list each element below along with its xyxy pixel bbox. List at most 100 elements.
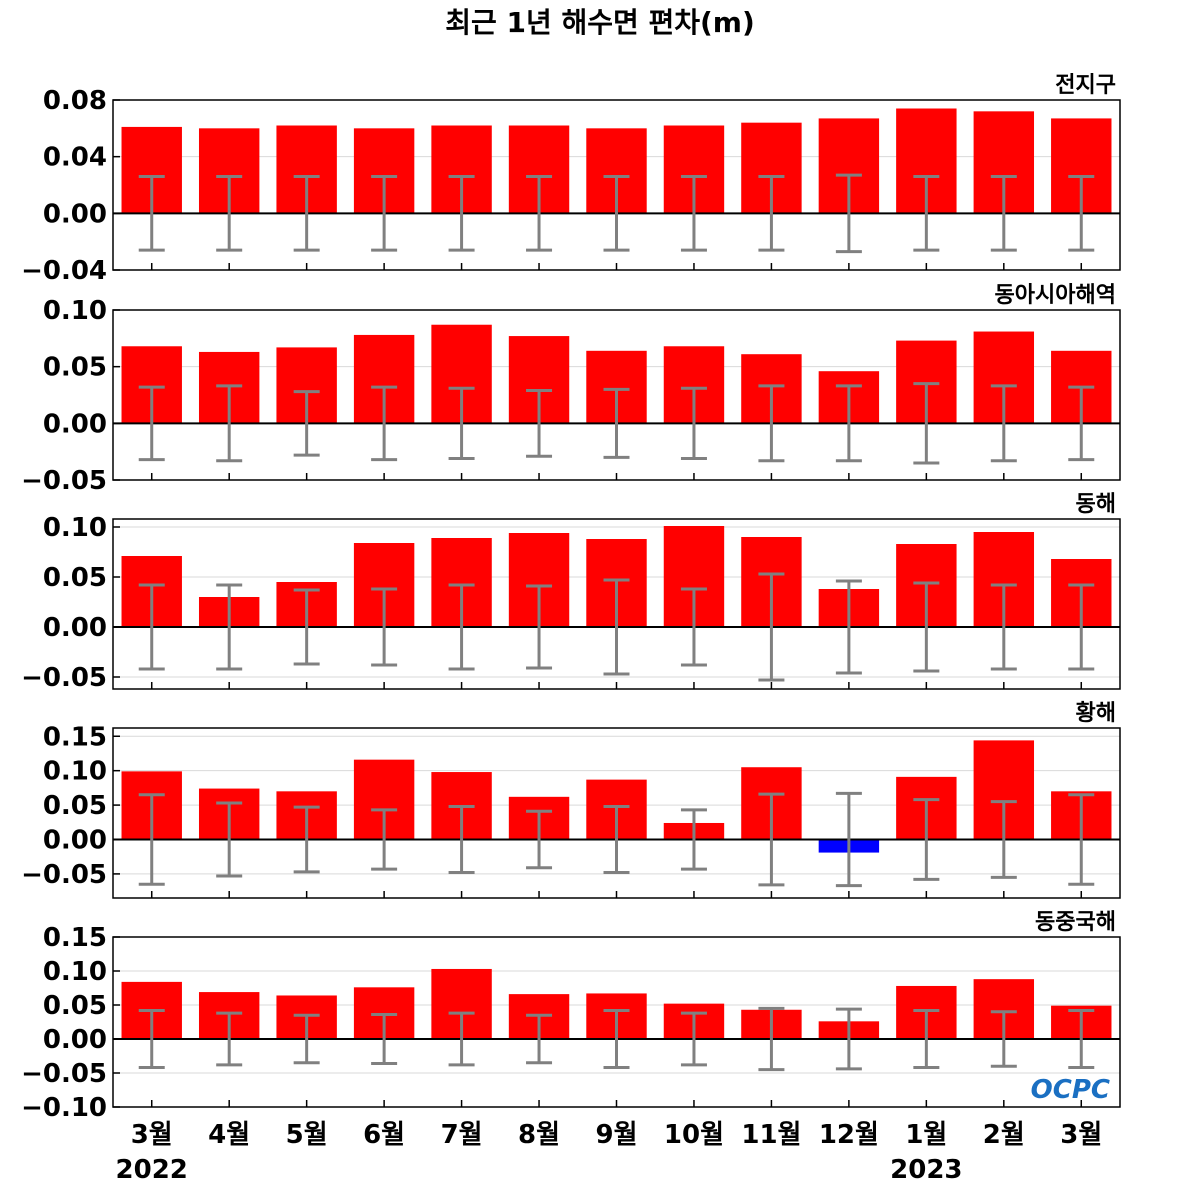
- x-tick-label: 12월: [819, 1120, 879, 1150]
- error-bar: [1068, 385, 1095, 462]
- error-bar: [990, 1010, 1017, 1068]
- error-bar: [835, 384, 862, 463]
- error-bar: [1068, 583, 1095, 671]
- x-tick-label: 9월: [595, 1120, 637, 1150]
- error-bar: [1068, 793, 1095, 886]
- error-bar: [371, 175, 398, 252]
- x-tick-label: 2월: [983, 1120, 1025, 1150]
- panel-4: −0.05 0.00 0.05 0.10 0.15 황해: [21, 701, 1121, 899]
- error-bar: [293, 588, 320, 666]
- panels-layer: −0.04 0.00 0.04 0.08 전지구 −0.05 0.00 0.05 0.10 동아시…: [21, 73, 1121, 1123]
- panel-5: −0.10 −0.05 0.00 0.05 0.10 0.15 동중국해: [21, 910, 1121, 1123]
- y-tick-label: −0.05: [21, 466, 107, 496]
- y-tick-label: 0.10: [43, 757, 107, 787]
- error-bar: [603, 175, 630, 252]
- error-bar: [990, 175, 1017, 252]
- error-bar: [526, 1013, 553, 1065]
- error-bar: [371, 1013, 398, 1065]
- error-bar: [680, 1011, 707, 1067]
- error-bar: [371, 385, 398, 462]
- y-tick-label: 0.10: [43, 513, 107, 543]
- error-bar: [216, 583, 243, 671]
- error-bar: [526, 388, 553, 458]
- error-bar: [216, 1011, 243, 1067]
- error-bar: [138, 793, 165, 886]
- error-bar: [448, 583, 475, 671]
- y-tick-label: 0.15: [43, 722, 107, 752]
- error-bar: [448, 1011, 475, 1067]
- error-bar: [293, 390, 320, 457]
- error-bar: [758, 572, 785, 682]
- error-bar: [603, 804, 630, 875]
- error-bar: [526, 809, 553, 870]
- x-tick-label: 1월: [905, 1120, 947, 1150]
- error-bar: [138, 385, 165, 462]
- x-tick-label: 10월: [664, 1120, 724, 1150]
- error-bar: [758, 1006, 785, 1072]
- error-bar: [138, 1008, 165, 1070]
- error-bar: [371, 808, 398, 871]
- x-tick-label: 6월: [363, 1120, 405, 1150]
- y-tick-label: 0.04: [43, 143, 107, 173]
- y-tick-label: 0.00: [43, 409, 107, 439]
- panel-label: 전지구: [1055, 73, 1116, 98]
- y-tick-label: −0.05: [21, 860, 107, 890]
- error-bar: [680, 386, 707, 460]
- error-bar: [216, 384, 243, 463]
- y-tick-label: 0.15: [43, 923, 107, 953]
- x-tick-label: 4월: [208, 1120, 250, 1150]
- y-tick-label: −0.04: [21, 256, 107, 286]
- error-bar: [448, 386, 475, 460]
- y-tick-label: 0.05: [43, 791, 107, 821]
- year-label: 2022: [116, 1155, 188, 1185]
- x-tick-label: 7월: [441, 1120, 483, 1150]
- error-bar: [603, 387, 630, 459]
- y-tick-label: 0.08: [43, 86, 107, 116]
- y-tick-label: 0.05: [43, 991, 107, 1021]
- error-bar: [680, 808, 707, 871]
- y-tick-label: 0.00: [43, 1025, 107, 1055]
- x-tick-label: 11월: [741, 1120, 801, 1150]
- y-tick-label: 0.10: [43, 957, 107, 987]
- error-bar: [293, 805, 320, 874]
- error-bar: [758, 175, 785, 252]
- error-bar: [448, 804, 475, 875]
- error-bar: [526, 175, 553, 252]
- error-bar: [990, 800, 1017, 879]
- error-bar: [680, 175, 707, 252]
- error-bar: [293, 1013, 320, 1065]
- error-bar: [603, 578, 630, 676]
- error-bar: [526, 584, 553, 670]
- y-tick-label: −0.05: [21, 663, 107, 693]
- error-bar: [216, 801, 243, 878]
- x-axis: 3월 4월 5월 6월 7월 8월 9월 10월 11월 12월 1월 2월 3월 2022 2023: [116, 1120, 1103, 1185]
- error-bar: [138, 175, 165, 252]
- error-bar: [138, 583, 165, 671]
- panel-label: 황해: [1076, 701, 1116, 726]
- x-tick-label: 5월: [286, 1120, 328, 1150]
- error-bar: [835, 791, 862, 888]
- error-bar: [293, 175, 320, 252]
- error-bar: [913, 1008, 940, 1070]
- panel-label: 동해: [1076, 492, 1116, 517]
- error-bar: [913, 382, 940, 465]
- error-bar: [680, 587, 707, 667]
- y-tick-label: −0.10: [21, 1093, 107, 1123]
- error-bar: [758, 384, 785, 463]
- year-label: 2023: [890, 1155, 962, 1185]
- panel-3: −0.05 0.00 0.05 0.10 동해: [21, 492, 1121, 693]
- error-bar: [835, 579, 862, 675]
- y-tick-label: 0.05: [43, 563, 107, 593]
- error-bar: [371, 587, 398, 667]
- error-bar: [835, 173, 862, 254]
- panel-1: −0.04 0.00 0.04 0.08 전지구: [21, 73, 1121, 286]
- error-bar: [1068, 175, 1095, 252]
- x-tick-label: 3월: [131, 1120, 173, 1150]
- y-tick-label: 0.00: [43, 199, 107, 229]
- y-tick-label: 0.10: [43, 296, 107, 326]
- error-bar: [216, 175, 243, 252]
- error-bar: [913, 581, 940, 673]
- error-bar: [758, 792, 785, 887]
- y-tick-label: 0.05: [43, 353, 107, 383]
